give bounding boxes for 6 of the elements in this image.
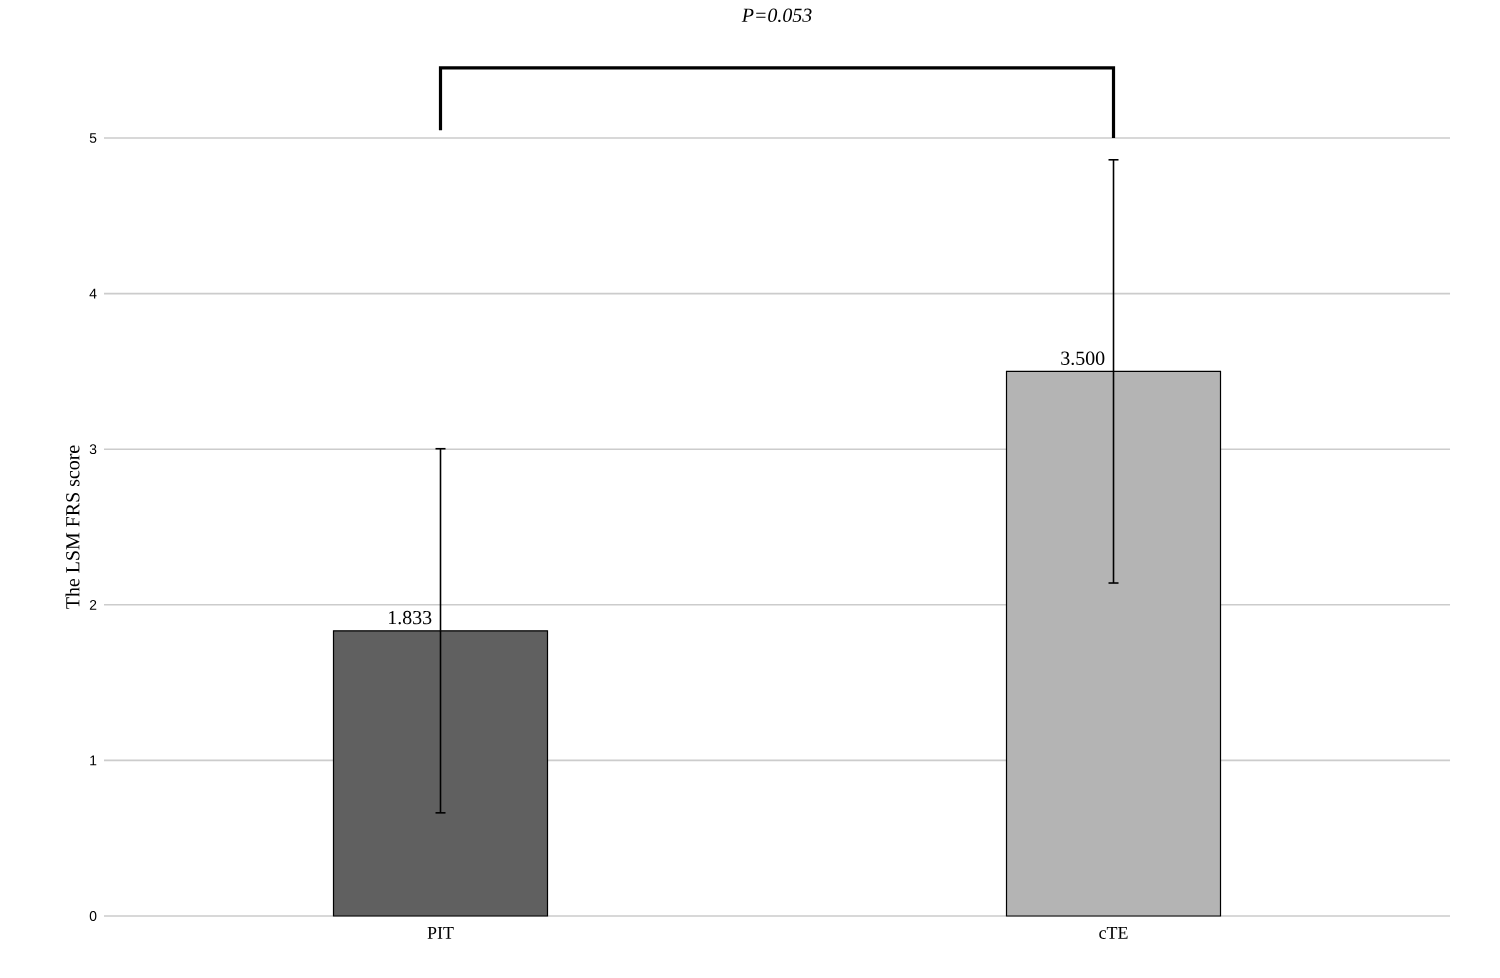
text: P=0.053 [741,8,812,23]
data-label: 1.833 [389,610,432,625]
x-tick-label: cTE [1099,927,1128,939]
data-label: 3.500 [1061,351,1105,365]
x-tick-label: PIT [427,927,454,939]
y-axis-title: The LSM FRS score [65,445,80,609]
